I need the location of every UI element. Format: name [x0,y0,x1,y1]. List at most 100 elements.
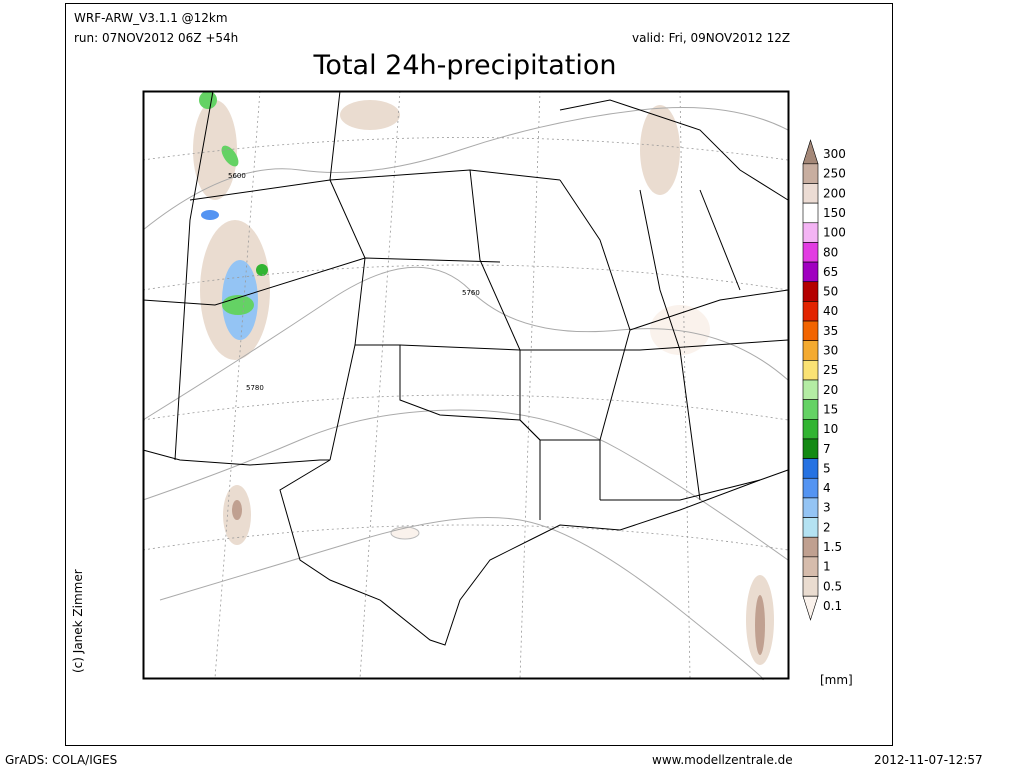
legend-label: 4 [823,481,831,495]
precip-area [201,210,219,220]
legend-label: 35 [823,324,838,338]
legend-swatch [802,497,819,518]
precip-area [650,305,710,355]
precip-area [390,526,420,540]
legend-label: 2 [823,520,831,534]
map: 5600 5760 5780 [142,90,790,680]
legend-label: 250 [823,167,846,181]
boundary [189,169,561,201]
contour-line [142,266,789,421]
legend-swatch [802,163,819,184]
precip-area [232,500,242,520]
precip-area [199,91,217,109]
legend-label: 3 [823,501,831,515]
run-label: run: 07NOV2012 06Z +54h [74,31,238,45]
legend-label: 100 [823,226,846,240]
graticule [142,90,789,679]
grid-line [142,264,789,291]
legend-label: 7 [823,442,831,456]
legend-swatch [802,301,819,322]
boundary [142,257,501,306]
legend-swatch [802,458,819,479]
credit: (c) Janek Zimmer [71,569,85,673]
frame [65,3,893,746]
boundary [399,339,789,351]
legend-label: 40 [823,304,838,318]
legend-label: 0.1 [823,599,842,613]
legend-swatch [802,242,819,263]
legend-swatch [802,517,819,538]
legend-label: 10 [823,422,838,436]
boundary [559,99,789,201]
grid-line [142,394,789,421]
legend-label: 50 [823,285,838,299]
legend-swatch [802,536,819,558]
boundary [142,449,330,466]
legend-label: 65 [823,265,838,279]
footer-left: GrADS: COLA/IGES [5,753,117,767]
legend-swatch [802,438,819,459]
legend-swatch [802,595,819,621]
legend-label: 80 [823,245,838,259]
contour-label: 5780 [246,384,264,392]
legend-swatch [802,202,819,224]
grid-line [214,90,261,679]
legend-swatch [802,183,819,204]
footer-center: www.modellzentrale.de [652,753,793,767]
legend-label: 25 [823,363,838,377]
legend-label: 200 [823,186,846,200]
legend-label: 150 [823,206,846,220]
legend-label: 0.5 [823,579,842,593]
legend-label: 30 [823,344,838,358]
legend-unit: [mm] [820,673,853,687]
legend-swatch [802,222,819,243]
grid-line [142,137,789,161]
legend-label: 1 [823,560,831,574]
boundary [699,189,741,291]
precip-area [755,595,765,655]
legend-swatch [802,556,819,577]
contour-line [142,107,789,231]
precip-area [340,100,400,130]
map-border [142,90,790,680]
footer-right: 2012-11-07-12:57 [874,753,983,767]
contour-label: 5760 [462,289,480,297]
legend-swatch [802,340,819,361]
legend-label: 5 [823,461,831,475]
contour-line [142,409,789,561]
boundary [629,289,789,331]
contour-line [159,517,764,680]
legend-swatch [802,399,819,420]
boundaries [142,90,789,646]
legend-swatch [802,360,819,381]
precip-area [640,105,680,195]
legend-swatch [802,379,819,400]
legend-swatch [802,320,819,341]
contour-label: 5600 [228,172,246,180]
boundary [174,90,214,461]
legend-label: 1.5 [823,540,842,554]
legend-swatch [802,419,819,440]
precip-area [221,145,239,167]
boundary [279,459,761,646]
model-label: WRF-ARW_V3.1.1 @12km [74,11,228,25]
legend-swatch [802,576,819,597]
legend-swatch [802,477,819,499]
valid-label: valid: Fri, 09NOV2012 12Z [632,31,790,45]
boundary [329,90,366,461]
legend-swatch [802,261,819,283]
title: Total 24h-precipitation [313,50,617,81]
legend: 300 250 200 150 100 80 65 50 40 35 30 25 20 15 10 7 5 4 3 2… [802,139,846,621]
precip-area [256,264,268,276]
precip [193,91,774,665]
precip-area [193,100,237,200]
legend-swatch [802,281,819,302]
contours [142,107,789,680]
boundary [469,169,541,520]
map-area [143,91,789,679]
grid-line [359,90,401,679]
legend-label: 15 [823,402,838,416]
boundary [639,189,701,501]
legend-label: 20 [823,383,838,397]
